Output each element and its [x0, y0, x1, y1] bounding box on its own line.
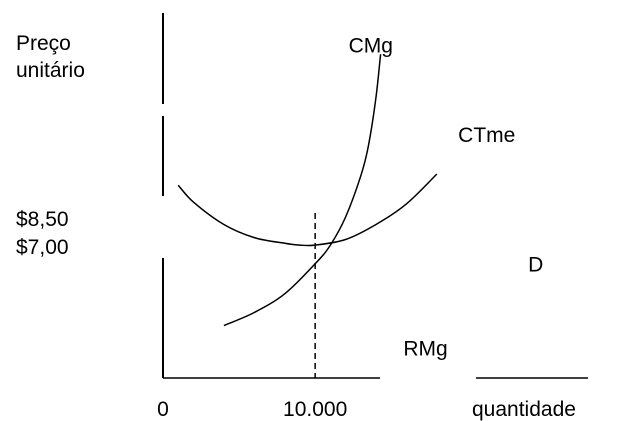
y-axis-label-line-2: unitário	[16, 59, 85, 82]
curve-label-d: D	[528, 253, 543, 276]
x-tick-label: 0	[157, 398, 169, 421]
curve-label-cmg: CMg	[349, 34, 393, 57]
series-layer	[178, 54, 437, 325]
y-axis-label-line-1: Preço	[16, 32, 71, 55]
curve-label-ctme: CTme	[458, 124, 515, 147]
tick-label-layer: $8,50 $7,00 0 10.000	[16, 208, 347, 421]
x-axis-label: quantidade	[472, 398, 576, 421]
series-line-ctme	[178, 174, 437, 246]
y-tick-label: $8,50	[16, 208, 69, 231]
y-tick-label: $7,00	[16, 236, 69, 259]
series-line-cmg	[224, 54, 381, 325]
x-tick-label: 10.000	[283, 398, 347, 421]
curve-label-rmg: RMg	[403, 338, 447, 361]
